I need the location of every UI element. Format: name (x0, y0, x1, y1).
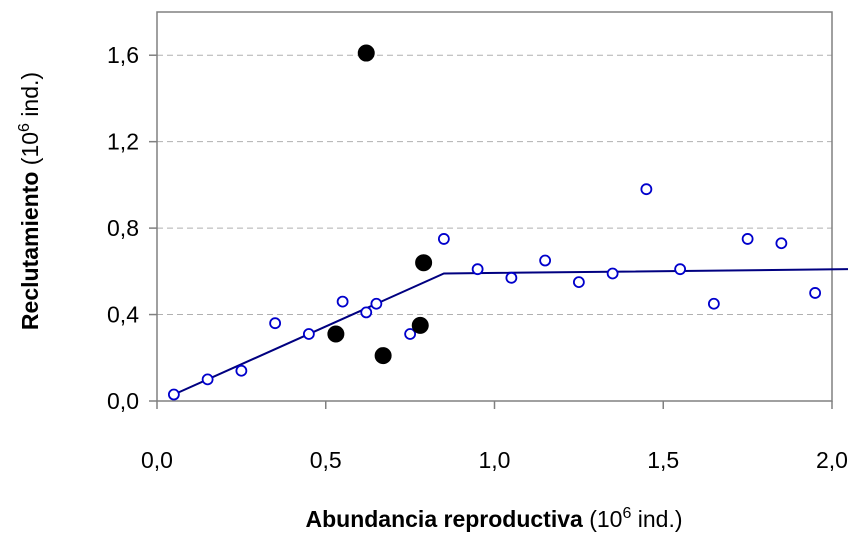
y-tick-label: 0,4 (107, 302, 139, 328)
x-tick-label: 1,0 (479, 447, 511, 473)
y-axis-title-unit-end: ind.) (17, 72, 43, 123)
x-tick-label: 2,0 (816, 447, 848, 473)
data-point-open (404, 328, 417, 340)
data-point-open (269, 317, 282, 330)
data-point-open (360, 306, 373, 319)
data-point-filled (357, 44, 375, 62)
data-point-open (336, 295, 349, 308)
data-point-open (201, 373, 214, 386)
data-point-open (707, 297, 720, 310)
data-point-open (167, 388, 180, 401)
data-point-open (539, 254, 552, 267)
y-axis-title: Reclutamiento (106 ind.) (16, 72, 43, 330)
x-axis-ticks: 0,0 0,5 1,0 1,5 2,0 (141, 401, 848, 473)
data-point-filled (374, 347, 392, 365)
data-point-open (640, 183, 653, 196)
data-point-open (471, 263, 484, 276)
y-axis-ticks: 0,0 0,4 0,8 1,2 1,6 (107, 42, 157, 414)
x-axis-title: Abundancia reproductiva (106 ind.) (305, 505, 682, 532)
x-tick-label: 0,0 (141, 447, 173, 473)
data-points (167, 44, 822, 401)
y-axis-title-exponent: 6 (16, 123, 33, 132)
data-point-filled (411, 316, 429, 334)
data-point-open (370, 297, 383, 310)
data-point-open (809, 287, 822, 299)
data-point-open (674, 263, 687, 276)
data-point-open (437, 233, 450, 245)
fit-line (173, 268, 849, 396)
data-point-open (505, 271, 518, 284)
y-tick-label: 1,2 (107, 129, 139, 155)
data-point-filled (327, 325, 345, 343)
data-point-open (741, 233, 754, 245)
plot-area-frame (156, 11, 833, 402)
x-axis-title-exponent: 6 (622, 505, 631, 522)
data-point-open (302, 328, 315, 340)
data-point-open (606, 267, 619, 280)
x-axis-title-unit: (10 (583, 506, 623, 532)
data-point-open (775, 237, 788, 250)
y-axis-title-unit: (10 (17, 132, 43, 172)
y-tick-label: 1,6 (107, 42, 139, 68)
y-tick-label: 0,0 (107, 388, 139, 414)
x-axis-title-main: Abundancia reproductiva (305, 506, 583, 532)
x-tick-label: 0,5 (310, 447, 342, 473)
data-point-open (235, 364, 248, 377)
gridlines (157, 54, 832, 316)
data-point-filled (415, 254, 433, 272)
y-tick-label: 0,8 (107, 215, 139, 241)
data-point-open (572, 276, 585, 289)
x-axis-title-unit-end: ind.) (631, 506, 682, 532)
x-tick-label: 1,5 (647, 447, 679, 473)
y-axis-title-main: Reclutamiento (17, 172, 43, 330)
